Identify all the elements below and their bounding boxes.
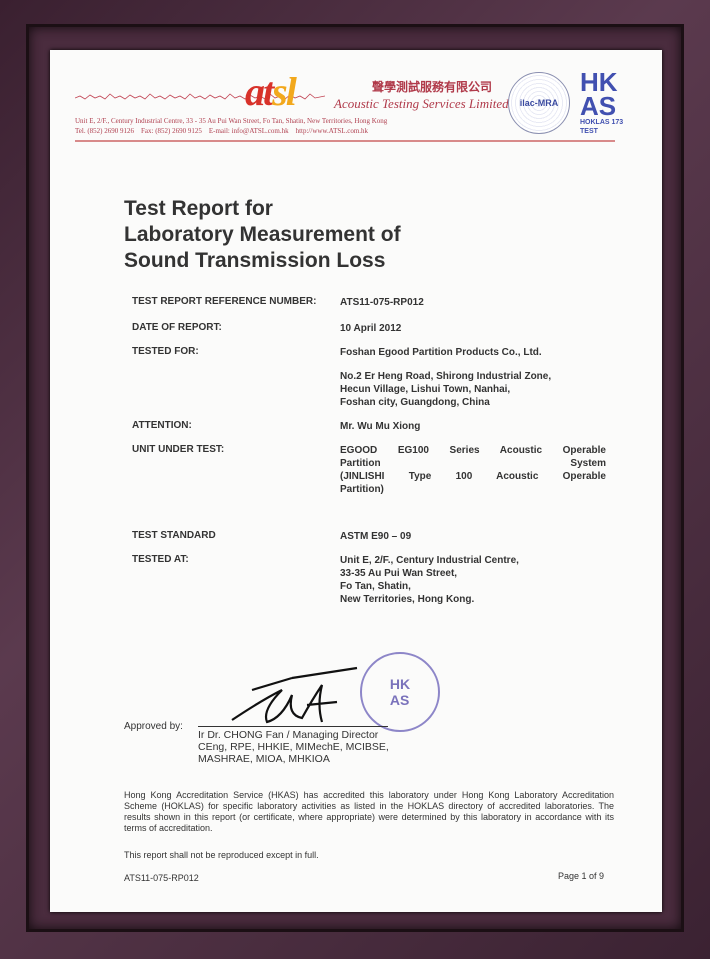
page-number: Page 1 of 9 <box>558 871 605 881</box>
header-rule <box>75 140 615 142</box>
footer-reference: ATS11-075-RP012 <box>124 873 199 883</box>
field-label: UNIT UNDER TEST: <box>132 444 225 455</box>
field-value: Unit E, 2/F., Century Industrial Centre,… <box>340 554 606 606</box>
field-value-line: ATS11-075-RP012 <box>340 297 424 308</box>
sound-wave-decoration <box>75 93 325 100</box>
signatory: Ir Dr. CHONG Fan / Managing Director CEng… <box>198 729 389 765</box>
field-value-line: New Territories, Hong Kong. <box>340 594 475 605</box>
report-page: atsl 聲學測試服務有限公司 Acoustic Testing Service… <box>50 50 662 912</box>
letterhead-address: Unit E, 2/F., Century Industrial Centre,… <box>75 116 387 136</box>
company-name-cn: 聲學測試服務有限公司 <box>372 80 493 94</box>
field-value: ASTM E90 – 09 <box>340 530 606 543</box>
address: Unit E, 2/F., Century Industrial Centre,… <box>75 117 388 125</box>
field-label: DATE OF REPORT: <box>132 322 222 333</box>
field-value-line: Unit E, 2/F., Century Industrial Centre, <box>340 555 519 566</box>
field-value-line: ASTM E90 – 09 <box>340 531 412 542</box>
field-label: ATTENTION: <box>132 420 192 431</box>
field-value: No.2 Er Heng Road, Shirong Industrial Zo… <box>340 370 606 409</box>
field-value-line: 33-35 Au Pui Wan Street, <box>340 568 458 579</box>
field-value: Foshan Egood Partition Products Co., Ltd… <box>340 346 606 359</box>
field-label: TEST REPORT REFERENCE NUMBER: <box>132 296 317 307</box>
signature <box>231 666 358 724</box>
field-value: Mr. Wu Mu Xiong <box>340 420 606 433</box>
atsl-logo: atsl <box>245 69 297 114</box>
field-label: TESTED FOR: <box>132 346 199 357</box>
field-value-line: Fo Tan, Shatin, <box>340 581 411 592</box>
field-value-line: 10 April 2012 <box>340 323 402 334</box>
field-value-line: Hecun Village, Lishui Town, Nanhai, <box>340 384 511 395</box>
field-value-line: Foshan city, Guangdong, China <box>340 397 490 408</box>
field-value-line: Partition System <box>340 458 606 469</box>
company-seal: HK AS <box>360 652 440 732</box>
field-value: ATS11-075-RP012 <box>340 296 606 309</box>
field-value-line: Mr. Wu Mu Xiong <box>340 421 421 432</box>
field-value: EGOOD EG100 Series Acoustic Operable Part… <box>340 444 606 496</box>
reproduction-note: This report shall not be reproduced exce… <box>124 850 319 860</box>
report-title: Test Report for Laboratory Measurement of… <box>124 197 401 272</box>
signature-line <box>198 726 388 727</box>
field-value: 10 April 2012 <box>340 322 606 335</box>
field-label: TESTED AT: <box>132 554 189 565</box>
field-value-line: EGOOD EG100 Series Acoustic Operable <box>340 445 606 456</box>
hkas-logo: HK AS HOKLAS 173 TEST <box>580 67 624 135</box>
field-label: TEST STANDARD <box>132 530 216 541</box>
contact: Tel. (852) 2690 9126 Fax: (852) 2690 912… <box>75 127 369 135</box>
field-value-line: (JINLISHI Type 100 Acoustic Operable <box>340 471 606 482</box>
accreditation-statement: Hong Kong Accreditation Service (HKAS) h… <box>124 790 614 833</box>
field-value-line: Partition) <box>340 484 384 495</box>
field-value-line: Foshan Egood Partition Products Co., Ltd… <box>340 347 542 358</box>
field-value-line: No.2 Er Heng Road, Shirong Industrial Zo… <box>340 371 552 382</box>
ilac-mra-logo: ilac-MRA <box>508 72 570 134</box>
company-name-en: Acoustic Testing Services Limited <box>334 96 509 111</box>
approved-by-label: Approved by: <box>124 721 183 732</box>
